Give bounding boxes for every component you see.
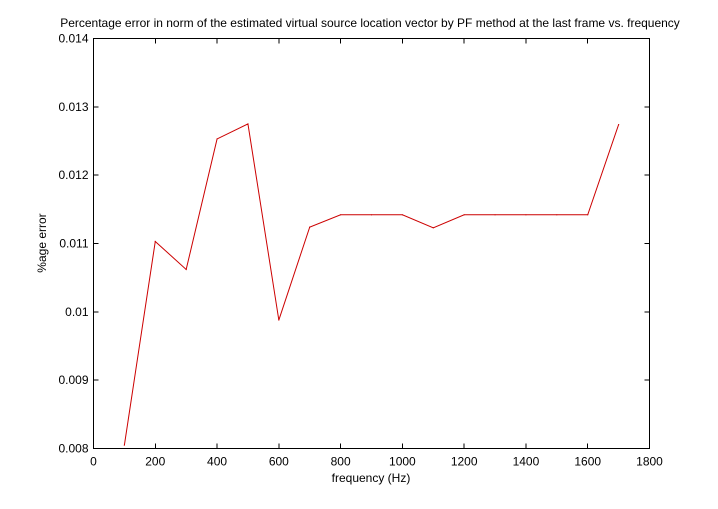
x-tick-label: 800 xyxy=(331,455,351,469)
data-point xyxy=(247,123,249,125)
series-layer xyxy=(123,123,620,446)
axis-ticks: 0 200 400 600 800 1000 1200 1400 1600 1800 0.008 0.… xyxy=(58,32,663,469)
x-tick-label: 1600 xyxy=(574,455,601,469)
chart-title: Percentage error in norm of the estimate… xyxy=(60,16,680,30)
data-point xyxy=(154,240,156,243)
data-point xyxy=(618,124,620,126)
x-tick-label: 400 xyxy=(207,455,227,469)
y-axis-label: %age error xyxy=(35,213,49,272)
x-tick-label: 1800 xyxy=(636,455,663,469)
data-point xyxy=(340,214,342,216)
x-tick-label: 1400 xyxy=(513,455,540,469)
data-point xyxy=(185,268,187,271)
x-tick-label: 1200 xyxy=(451,455,478,469)
data-point xyxy=(278,319,280,321)
data-point xyxy=(494,214,496,216)
data-point xyxy=(309,226,311,228)
data-point xyxy=(463,214,465,216)
y-tick-label: 0.011 xyxy=(59,237,88,251)
data-point xyxy=(401,214,403,216)
data-point xyxy=(370,214,373,216)
x-axis-label: frequency (Hz) xyxy=(332,471,411,485)
y-tick-label: 0.009 xyxy=(58,373,88,387)
data-point xyxy=(216,138,218,140)
y-tick-label: 0.014 xyxy=(58,32,88,46)
data-point xyxy=(432,227,434,229)
x-tick-label: 1000 xyxy=(389,455,416,469)
x-tick-label: 200 xyxy=(145,455,165,469)
y-tick-label: 0.012 xyxy=(58,168,88,182)
data-point xyxy=(123,444,125,446)
data-point xyxy=(525,214,527,216)
y-tick-label: 0.013 xyxy=(58,100,88,114)
y-tick-label: 0.008 xyxy=(58,442,88,456)
x-tick-label: 0 xyxy=(90,455,97,469)
data-point xyxy=(587,214,589,216)
data-point xyxy=(556,214,558,216)
x-tick-label: 600 xyxy=(269,455,289,469)
plot-area xyxy=(93,38,650,449)
y-tick-label: 0.01 xyxy=(65,305,89,319)
